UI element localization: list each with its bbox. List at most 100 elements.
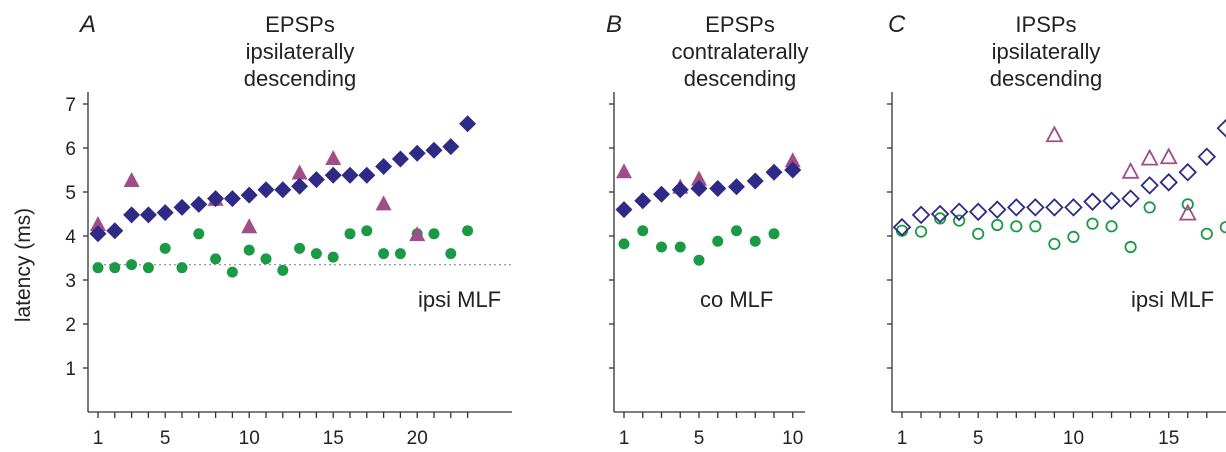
diamond-marker xyxy=(1216,118,1226,138)
x-tick-label: 1 xyxy=(897,428,908,449)
diamond-marker xyxy=(709,179,727,197)
triangle-marker xyxy=(90,216,106,231)
circle-marker xyxy=(1086,217,1099,230)
triangle-marker xyxy=(1159,147,1178,165)
circle-marker xyxy=(277,264,289,276)
panel-title-line-1: EPSPs xyxy=(705,12,775,37)
circle-marker xyxy=(428,228,440,240)
circle-marker xyxy=(310,248,322,260)
panel-title-line-1: IPSPs xyxy=(1015,12,1076,37)
circle-marker xyxy=(1067,230,1080,243)
diamond-marker xyxy=(173,198,191,216)
diamond-marker xyxy=(1121,189,1140,208)
circle-marker xyxy=(656,241,667,253)
diamond-marker xyxy=(1045,198,1064,217)
panel-letter: A xyxy=(78,11,96,38)
panel-c: C IPSPs ipsilaterally descending ipsi ML… xyxy=(887,11,1226,449)
circle-marker xyxy=(1105,220,1118,233)
circle-marker xyxy=(260,253,272,265)
diamond-marker xyxy=(408,144,426,162)
x-tick-label: 10 xyxy=(1063,428,1084,449)
diamond-marker xyxy=(223,190,241,208)
diamond-marker xyxy=(1083,192,1102,211)
triangle-marker xyxy=(409,226,426,242)
triangle-marker xyxy=(1140,148,1159,166)
x-tick-label: 5 xyxy=(973,428,984,449)
circle-marker xyxy=(914,225,928,238)
diamond-marker xyxy=(634,192,652,210)
triangle-marker xyxy=(1045,125,1064,143)
x-tick-label: 20 xyxy=(407,428,428,449)
circle-marker xyxy=(226,266,238,278)
circle-marker xyxy=(991,218,1004,232)
circle-marker xyxy=(749,235,761,247)
y-tick-label: 6 xyxy=(65,139,76,160)
circle-marker xyxy=(712,235,724,247)
diamond-marker xyxy=(341,166,359,184)
diamond-marker xyxy=(89,225,107,243)
diamond-marker xyxy=(1197,147,1217,167)
diamond-marker xyxy=(690,179,708,197)
diamond-marker xyxy=(324,166,342,184)
diamond-marker xyxy=(257,181,275,199)
panel-title-line-3: descending xyxy=(990,66,1103,91)
y-tick-label: 5 xyxy=(65,183,76,204)
circle-marker xyxy=(674,241,686,253)
x-tick-label: 1 xyxy=(93,428,104,449)
triangle-marker xyxy=(375,195,392,211)
diamond-marker xyxy=(987,200,1007,219)
triangle-marker xyxy=(1121,161,1140,179)
circle-marker xyxy=(693,254,705,266)
circle-marker xyxy=(159,242,171,254)
triangle-marker xyxy=(1178,203,1197,221)
circle-marker xyxy=(92,262,104,274)
circle-marker xyxy=(972,227,985,240)
diamond-marker xyxy=(1159,173,1178,192)
circle-marker xyxy=(109,262,121,274)
diamond-marker xyxy=(240,186,258,204)
diamond-marker xyxy=(653,185,670,203)
x-tick-label: 5 xyxy=(160,428,171,449)
x-tick-label: 15 xyxy=(323,428,344,449)
diamond-marker xyxy=(391,150,409,168)
y-tick-label: 2 xyxy=(65,315,76,336)
triangle-marker xyxy=(784,152,801,168)
diamond-marker xyxy=(425,141,443,159)
triangle-marker xyxy=(291,164,308,180)
circle-marker xyxy=(933,212,947,225)
diamond-marker xyxy=(784,161,802,179)
circle-marker xyxy=(193,228,205,240)
diamond-marker xyxy=(1007,198,1026,217)
panel-a: A EPSPs ipsilaterally descending ipsi ML… xyxy=(65,11,512,449)
triangle-marker xyxy=(325,150,342,165)
y-tick-label: 1 xyxy=(65,359,76,380)
triangle-marker xyxy=(691,170,707,186)
circle-marker xyxy=(378,248,390,260)
circle-marker xyxy=(1181,198,1194,211)
circle-marker xyxy=(1048,237,1061,251)
x-tick-label: 1 xyxy=(619,428,630,449)
diamond-marker xyxy=(375,157,393,175)
diamond-marker xyxy=(968,202,988,222)
panel-b: B EPSPs contralaterally descending co ML… xyxy=(606,11,808,449)
circle-marker xyxy=(445,248,457,260)
panel-annotation: ipsi MLF xyxy=(1131,287,1214,312)
circle-marker xyxy=(1143,201,1156,214)
diamond-marker xyxy=(442,138,460,156)
x-tick-label: 10 xyxy=(239,428,260,449)
circle-marker xyxy=(953,214,966,227)
triangle-marker xyxy=(616,163,632,179)
circle-marker xyxy=(394,248,406,260)
diamond-marker xyxy=(1102,191,1121,211)
circle-marker xyxy=(618,238,630,250)
circle-marker xyxy=(731,225,742,237)
diamond-marker xyxy=(746,172,764,190)
diamond-marker xyxy=(1026,198,1045,217)
panel-title-line-1: EPSPs xyxy=(265,12,335,37)
y-tick-label: 7 xyxy=(65,95,76,116)
diamond-marker xyxy=(190,195,208,213)
diamond-marker xyxy=(615,201,633,219)
circle-marker xyxy=(1010,220,1023,233)
circle-marker xyxy=(1219,221,1226,234)
circle-marker xyxy=(462,225,474,237)
